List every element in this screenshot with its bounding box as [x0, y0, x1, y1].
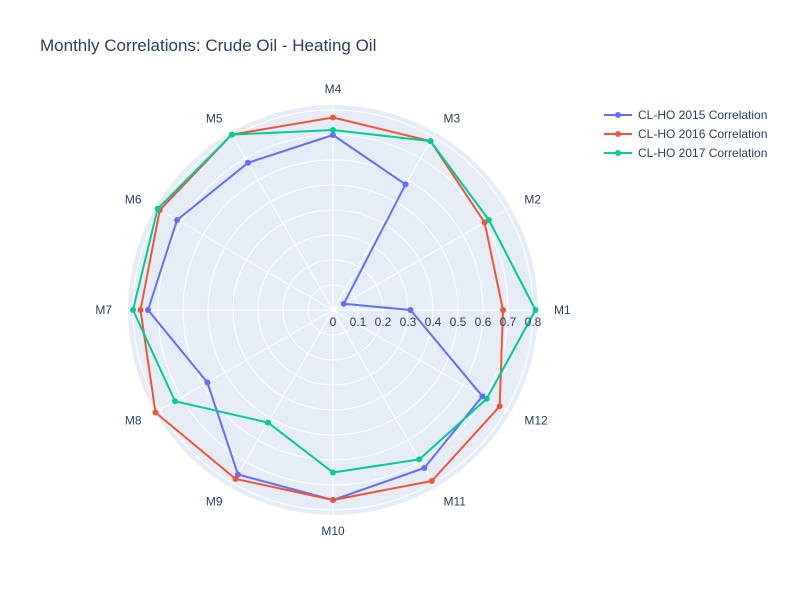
data-point: [402, 181, 409, 188]
category-label: M5: [206, 112, 223, 126]
data-point: [330, 497, 336, 503]
data-point: [245, 159, 251, 166]
category-label: M9: [206, 494, 223, 508]
legend-item[interactable]: CL-HO 2017 Correlation: [604, 146, 767, 160]
radial-tick-label: 0.2: [375, 315, 392, 329]
legend-label: CL-HO 2017 Correlation: [638, 146, 767, 160]
data-point: [204, 379, 211, 386]
data-point: [174, 217, 181, 223]
category-label: M4: [325, 82, 342, 96]
category-label: M6: [125, 193, 142, 207]
category-label: M10: [321, 524, 345, 538]
grid-spoke: [332, 132, 436, 311]
data-point: [485, 217, 492, 223]
radial-tick-label: 0.6: [475, 315, 492, 329]
radial-tick-labels: 0 0.1 0.2 0.3 0.4 0.5 0.6 0.7 0.8: [330, 315, 542, 329]
radial-tick-label: 0.1: [350, 315, 367, 329]
radial-tick-label: 0: [330, 315, 337, 329]
data-point: [154, 205, 161, 212]
data-point: [416, 456, 423, 463]
data-point: [137, 307, 144, 313]
radial-tick-label: 0.8: [525, 315, 542, 329]
legend-item[interactable]: CL-HO 2016 Correlation: [604, 127, 767, 141]
category-label: M2: [524, 193, 541, 207]
data-point: [235, 471, 241, 478]
category-label: M1: [554, 303, 571, 317]
category-label: M3: [444, 112, 461, 126]
legend-marker: [615, 150, 621, 156]
data-point: [228, 131, 235, 138]
data-point: [330, 469, 336, 476]
data-point: [172, 398, 178, 405]
radial-tick-label: 0.5: [450, 315, 467, 329]
data-point: [340, 300, 347, 307]
chart-title: Monthly Correlations: Crude Oil - Heatin…: [40, 36, 376, 55]
radial-tick-label: 0.4: [425, 315, 442, 329]
data-point: [232, 475, 239, 482]
data-point: [330, 132, 336, 138]
data-point: [130, 307, 136, 313]
legend-label: CL-HO 2015 Correlation: [638, 108, 767, 122]
data-point: [427, 138, 434, 145]
grid-spoke: [155, 207, 334, 311]
grid-spoke: [332, 207, 511, 311]
legend-label: CL-HO 2016 Correlation: [638, 127, 767, 141]
category-label: M8: [125, 414, 142, 428]
data-point: [265, 419, 271, 426]
data-point: [483, 395, 490, 402]
legend-marker: [615, 112, 621, 118]
radial-tick-label: 0.3: [400, 315, 417, 329]
legend-item[interactable]: CL-HO 2015 Correlation: [604, 108, 767, 122]
data-point: [407, 307, 414, 313]
data-point: [145, 307, 151, 313]
data-point: [532, 307, 539, 313]
data-point: [496, 403, 503, 410]
category-label: M12: [524, 414, 548, 428]
data-point: [428, 478, 435, 484]
data-point: [152, 409, 159, 416]
legend: CL-HO 2015 Correlation CL-HO 2016 Correla…: [604, 108, 767, 160]
grid-spoke: [230, 309, 334, 488]
angular-tick-labels: M1 M2 M3 M4 M5 M6 M7 M8 M9 M10 M11 M12: [95, 82, 571, 538]
data-point: [330, 127, 336, 133]
legend-marker: [615, 131, 621, 137]
data-point: [421, 465, 428, 471]
category-label: M7: [95, 303, 112, 317]
category-label: M11: [444, 494, 467, 508]
radial-tick-label: 0.7: [500, 315, 517, 329]
series-layer: [130, 114, 539, 503]
data-point: [330, 114, 336, 121]
data-point: [500, 307, 506, 313]
grid-spoke: [155, 309, 334, 413]
